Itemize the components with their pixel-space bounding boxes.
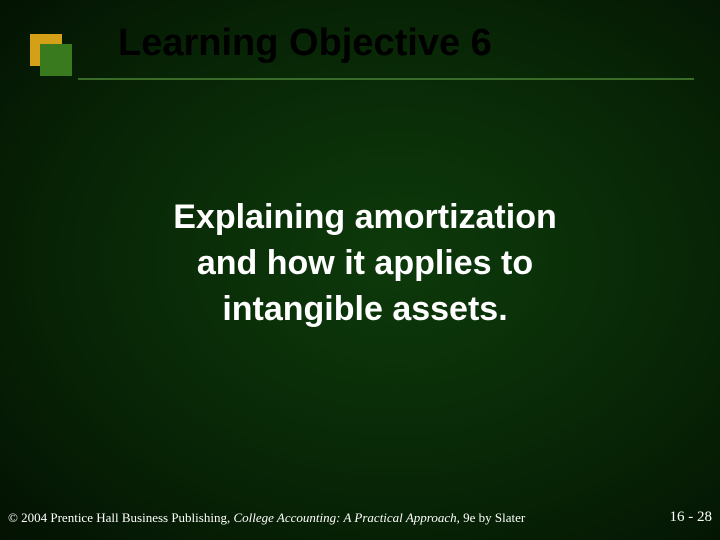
title-bullet-icon bbox=[30, 34, 78, 82]
footer-prefix: © 2004 Prentice Hall Business Publishing… bbox=[8, 510, 233, 525]
footer-book-title: College Accounting: A Practical Approach bbox=[233, 510, 456, 525]
slide-footer: © 2004 Prentice Hall Business Publishing… bbox=[8, 510, 712, 526]
body-line-3: intangible assets. bbox=[222, 290, 507, 328]
body-line-1: Explaining amortization bbox=[173, 198, 556, 236]
slide-title: Learning Objective 6 bbox=[118, 22, 492, 65]
footer-suffix: , 9e by Slater bbox=[457, 510, 526, 525]
slide-body: Explaining amortization and how it appli… bbox=[130, 195, 600, 333]
title-underline bbox=[78, 78, 694, 80]
footer-copyright: © 2004 Prentice Hall Business Publishing… bbox=[8, 510, 525, 525]
body-line-2: and how it applies to bbox=[197, 244, 533, 282]
slide: Learning Objective 6 Explaining amortiza… bbox=[0, 0, 720, 540]
page-number: 16 - 28 bbox=[670, 509, 713, 526]
bullet-front-square bbox=[40, 44, 72, 76]
